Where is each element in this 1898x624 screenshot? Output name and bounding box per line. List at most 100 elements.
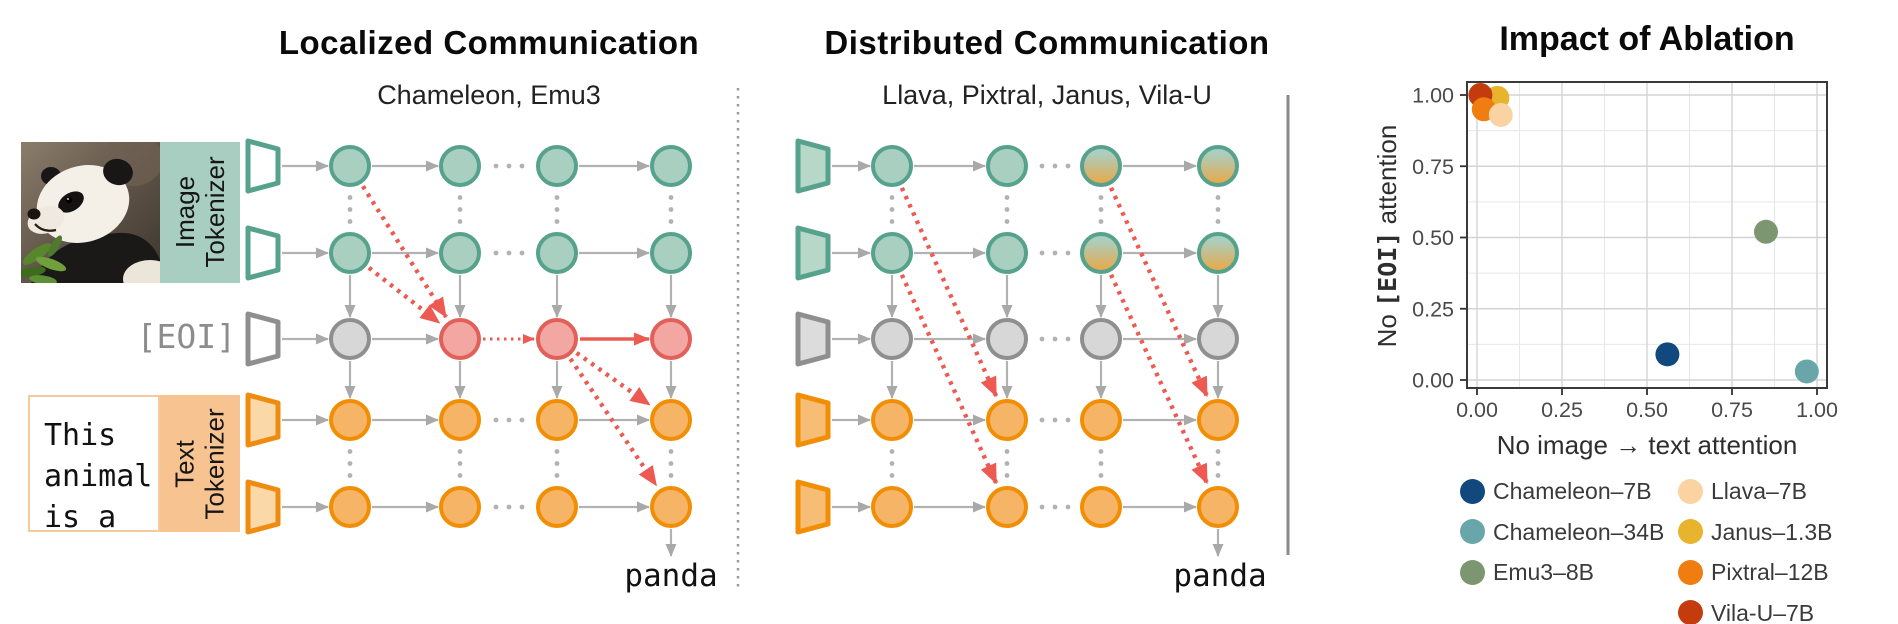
attention-flow-arrow bbox=[575, 351, 652, 407]
ellipsis-dot bbox=[506, 417, 512, 423]
prompt-line: animal bbox=[44, 459, 153, 494]
token-circle-orange bbox=[536, 399, 578, 441]
panda-ear bbox=[103, 158, 133, 186]
y-tick-label: 0.25 bbox=[1412, 297, 1454, 321]
ellipsis-dot bbox=[1098, 207, 1104, 212]
ellipsis-dot bbox=[519, 417, 525, 423]
ellipsis-dot bbox=[1065, 504, 1071, 510]
y-tick-label: 1.00 bbox=[1412, 84, 1454, 108]
legend-item: Janus–1.3B bbox=[1678, 517, 1832, 547]
ellipsis-dot bbox=[668, 219, 674, 224]
ellipsis-dot bbox=[1065, 336, 1071, 342]
legend-swatch bbox=[1460, 519, 1485, 544]
attention-flow-arrow bbox=[1109, 186, 1210, 398]
token-circle-gradient bbox=[1080, 145, 1122, 187]
tokenizer-funnel bbox=[795, 138, 831, 194]
token-circle-teal bbox=[650, 232, 692, 274]
token-circle-red bbox=[650, 318, 692, 360]
ellipsis-dot bbox=[457, 219, 463, 224]
ellipsis-dot bbox=[1004, 449, 1010, 454]
text-tokenizer-box bbox=[160, 395, 240, 532]
token-circle-orange bbox=[1080, 486, 1122, 528]
ellipsis-dot bbox=[519, 250, 525, 256]
tokenizer-funnel bbox=[795, 225, 831, 281]
token-circle-gradient bbox=[1080, 232, 1122, 274]
token-circle-teal bbox=[650, 145, 692, 187]
eoi-token-label: [EOI] bbox=[136, 317, 236, 356]
ellipsis-dot bbox=[1039, 417, 1045, 423]
ellipsis-dot bbox=[457, 473, 463, 478]
legend-item: Chameleon–7B bbox=[1460, 476, 1652, 506]
ellipsis-dot bbox=[889, 207, 895, 212]
token-circle-teal bbox=[439, 145, 481, 187]
bamboo-leaves bbox=[21, 235, 67, 283]
attention-flow-arrow bbox=[899, 186, 999, 398]
token-circle-teal bbox=[986, 232, 1028, 274]
ellipsis-dot bbox=[1052, 417, 1058, 423]
token-circle-orange bbox=[871, 486, 913, 528]
data-point-Emu3-8B bbox=[1754, 219, 1778, 244]
token-circle-orange bbox=[650, 399, 692, 441]
token-circle-orange bbox=[439, 486, 481, 528]
ellipsis-dot bbox=[519, 163, 525, 169]
token-circle-gray bbox=[1197, 318, 1239, 360]
legend-label: Chameleon–7B bbox=[1493, 478, 1652, 504]
attention-flow-arrow bbox=[568, 357, 659, 487]
ellipsis-dot bbox=[493, 417, 499, 423]
x-tick-label: 0.50 bbox=[1626, 398, 1668, 422]
legend-item: Llava–7B bbox=[1678, 476, 1807, 506]
tokenizer-funnel bbox=[795, 311, 831, 367]
token-circle-orange bbox=[1197, 486, 1239, 528]
legend-swatch bbox=[1460, 478, 1485, 504]
token-circle-orange bbox=[650, 486, 692, 528]
ellipsis-dot bbox=[1065, 250, 1071, 256]
ellipsis-dot bbox=[506, 163, 512, 169]
legend-label: Pixtral–12B bbox=[1711, 559, 1829, 585]
token-circle-orange bbox=[871, 399, 913, 441]
legend-swatch bbox=[1678, 559, 1703, 585]
x-tick-label: 0.25 bbox=[1541, 398, 1583, 422]
legend-label: Janus–1.3B bbox=[1711, 518, 1833, 545]
ellipsis-dot bbox=[889, 195, 895, 200]
tokenizer-funnel bbox=[245, 479, 281, 535]
legend-label: Chameleon–34B bbox=[1493, 518, 1665, 545]
panda-photo bbox=[21, 142, 160, 283]
token-circle-gradient bbox=[1197, 232, 1239, 274]
x-axis-title: No image → text attention bbox=[1496, 430, 1798, 460]
y-tick-label: 0.75 bbox=[1412, 155, 1454, 179]
ellipsis-dot bbox=[668, 449, 674, 454]
ellipsis-dot bbox=[889, 449, 895, 454]
token-circle-teal bbox=[871, 145, 913, 187]
ellipsis-dot bbox=[1065, 163, 1071, 169]
ellipsis-dot bbox=[1098, 219, 1104, 224]
token-circle-orange bbox=[986, 399, 1028, 441]
data-point-Chameleon-7B bbox=[1655, 342, 1680, 367]
prompt-text-box: This animal is a bbox=[28, 395, 160, 535]
tokenizer-funnel bbox=[245, 311, 281, 367]
ellipsis-dot bbox=[554, 449, 560, 454]
plot-title: Impact of Ablation bbox=[1499, 20, 1795, 58]
tokenizer-funnel bbox=[795, 479, 831, 535]
x-tick-label: 1.00 bbox=[1796, 398, 1838, 422]
ellipsis-dot bbox=[347, 473, 353, 478]
ellipsis-dot bbox=[1039, 250, 1045, 256]
tokenizer-funnel bbox=[795, 392, 831, 448]
token-circle-gray bbox=[1080, 318, 1122, 360]
ellipsis-dot bbox=[1052, 163, 1058, 169]
token-circle-teal bbox=[329, 232, 371, 274]
token-circle-gray bbox=[871, 318, 913, 360]
ellipsis-dot bbox=[1215, 207, 1221, 212]
ellipsis-dot bbox=[1039, 336, 1045, 342]
ellipsis-dot bbox=[347, 219, 353, 224]
ellipsis-dot bbox=[1215, 195, 1221, 200]
ellipsis-dot bbox=[493, 250, 499, 256]
legend-label: Llava–7B bbox=[1711, 478, 1807, 504]
y-tick-label: 0.50 bbox=[1412, 226, 1454, 250]
attention-flow-arrow bbox=[367, 266, 441, 325]
legend-swatch bbox=[1678, 600, 1703, 624]
ellipsis-dot bbox=[889, 473, 895, 478]
legend-swatch bbox=[1678, 519, 1703, 544]
ellipsis-dot bbox=[347, 461, 353, 466]
